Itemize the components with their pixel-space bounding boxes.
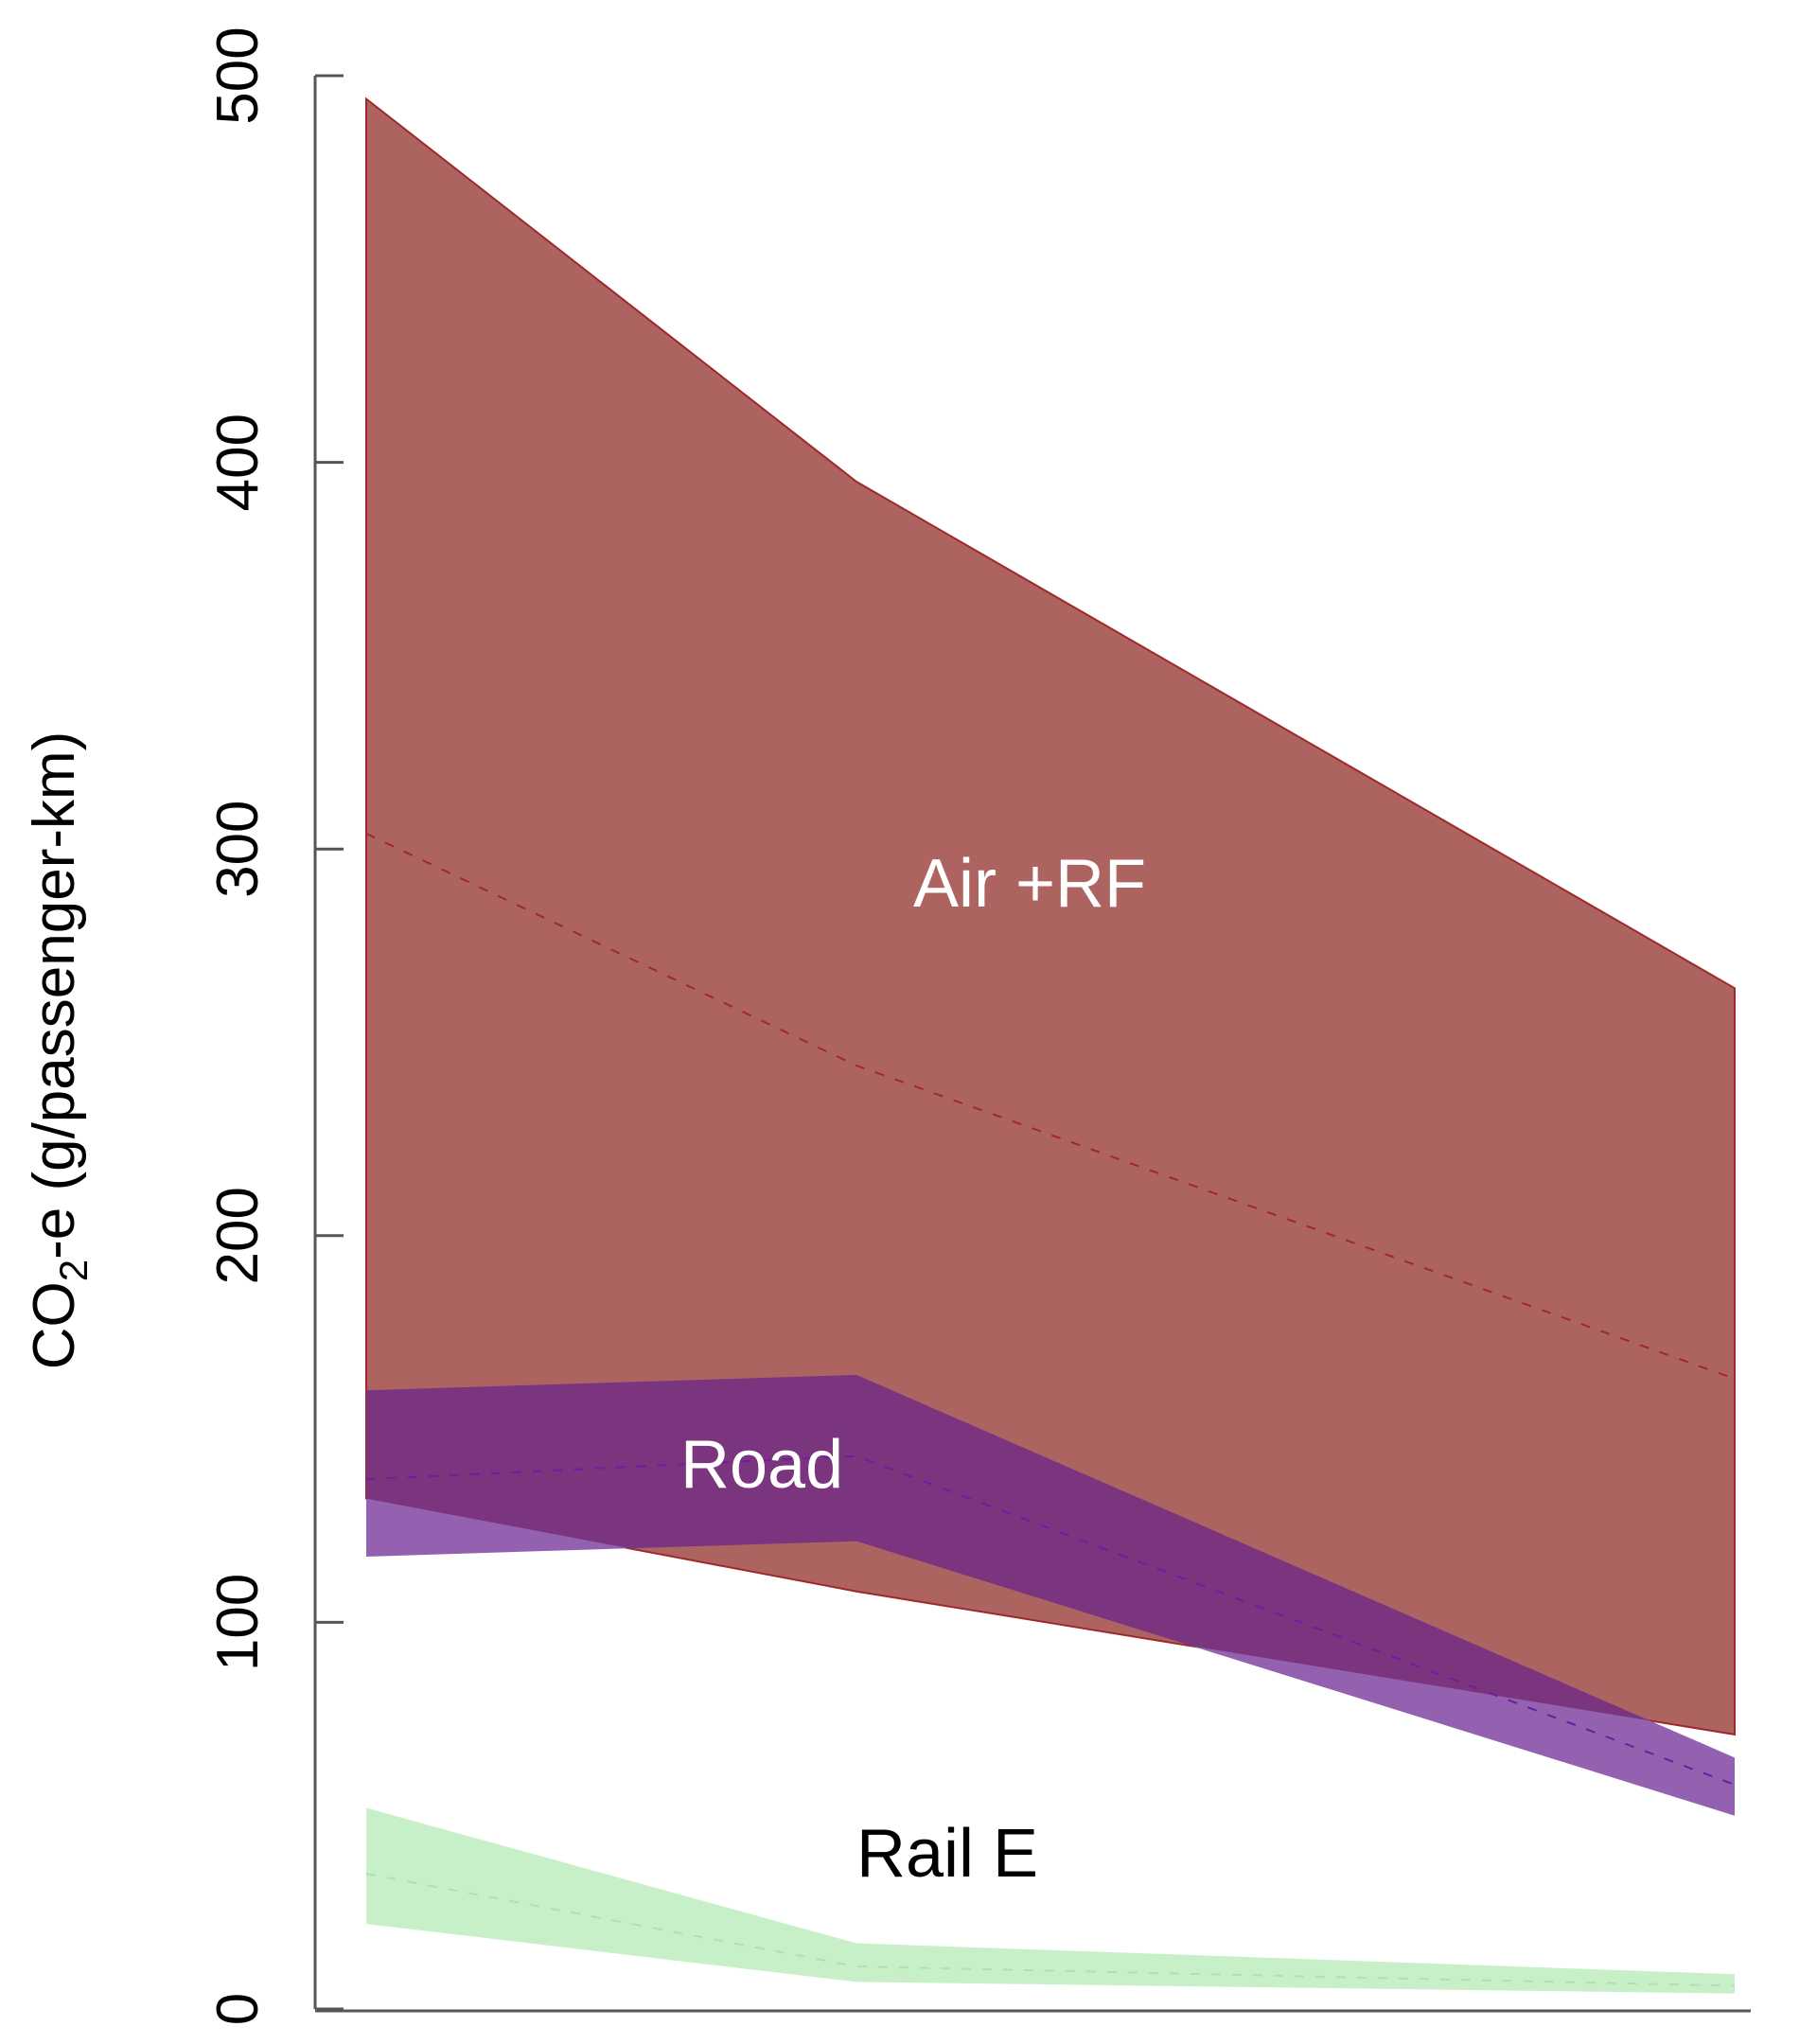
y-axis-title: CO2-e (g/passenger-km) [22,731,96,1370]
y-tick-label: 500 [205,26,271,124]
y-axis: 0 100 200 300 400 500 [205,26,344,2025]
y-tick-label: 100 [205,1574,271,1671]
y-tick-label: 400 [205,414,271,511]
label-air: Air +RF [913,846,1146,922]
y-tick-label: 0 [205,1993,271,2025]
y-tick-label: 300 [205,800,271,897]
label-road: Road [680,1427,843,1503]
air-mid-line [365,832,1736,1380]
y-tick-label: 200 [205,1187,271,1284]
plot-area [365,97,1736,1994]
rail-mid-line [365,1873,1736,1987]
label-rail: Rail E [856,1816,1038,1892]
rail-band [366,1807,1735,1994]
